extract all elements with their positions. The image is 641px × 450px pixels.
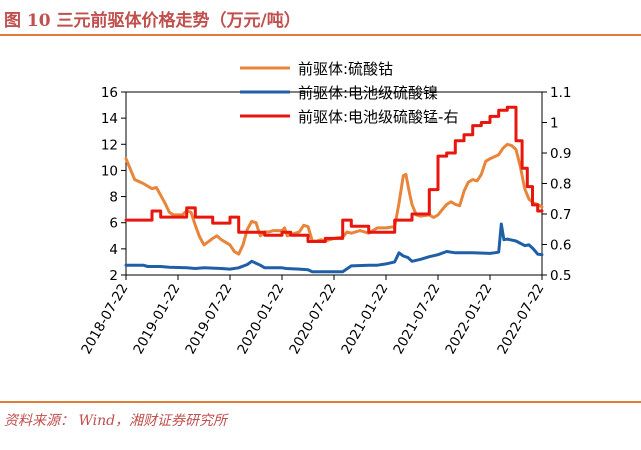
left-tick-label: 10 — [101, 163, 118, 179]
right-tick-label: 1 — [550, 116, 559, 132]
left-tick-label: 16 — [101, 85, 118, 101]
source-note: 资料来源： Wind，湘财证券研究所 — [4, 413, 228, 429]
right-tick-label: 1.1 — [550, 85, 571, 101]
x-tick-label: 2020-07-22 — [286, 281, 339, 357]
right-tick-label: 0.7 — [550, 207, 571, 223]
x-tick-label: 2022-01-22 — [442, 281, 495, 357]
x-tick-label: 2021-07-22 — [390, 281, 443, 357]
x-tick-label: 2020-01-22 — [234, 281, 287, 357]
series-line-manganese-sulfate — [124, 105, 544, 243]
left-tick-label: 6 — [109, 216, 118, 232]
series-line-nickel-sulfate — [124, 222, 544, 274]
left-axis-ticks: 2 4 6 8 10 12 14 16 — [101, 85, 126, 284]
price-trend-chart: 2 4 6 8 10 12 14 16 0.5 0.6 0.7 0.8 0.9 1 1.1 2018-07… — [78, 60, 571, 357]
left-tick-label: 4 — [109, 242, 118, 258]
right-tick-label: 0.5 — [550, 268, 571, 284]
left-tick-label: 8 — [109, 190, 118, 206]
right-axis-ticks: 0.5 0.6 0.7 0.8 0.9 1 1.1 — [542, 85, 571, 284]
left-tick-label: 14 — [101, 111, 118, 127]
figure-title: 图 10 三元前驱体价格走势（万元/吨） — [4, 11, 301, 31]
left-tick-label: 2 — [109, 268, 118, 284]
legend-manganese-label: 前驱体:电池级硫酸锰-右 — [298, 108, 458, 126]
x-tick-label: 2018-07-22 — [78, 281, 131, 357]
series-lines — [124, 105, 544, 274]
x-tick-label: 2022-07-22 — [494, 281, 547, 357]
x-tick-label: 2019-01-22 — [130, 281, 183, 357]
legend-nickel-label: 前驱体:电池级硫酸镍 — [298, 84, 438, 102]
x-tick-label: 2019-07-22 — [182, 281, 235, 357]
footer-divider — [0, 401, 641, 403]
legend-cobalt-label: 前驱体:硫酸钴 — [298, 60, 393, 78]
right-tick-label: 0.9 — [550, 146, 571, 162]
right-tick-label: 0.6 — [550, 238, 571, 254]
right-tick-label: 0.8 — [550, 177, 571, 193]
title-divider — [0, 34, 641, 36]
left-tick-label: 12 — [101, 137, 118, 153]
x-tick-label: 2021-01-22 — [338, 281, 391, 357]
x-axis-ticks: 2018-07-222019-01-222019-07-222020-01-22… — [78, 275, 547, 357]
